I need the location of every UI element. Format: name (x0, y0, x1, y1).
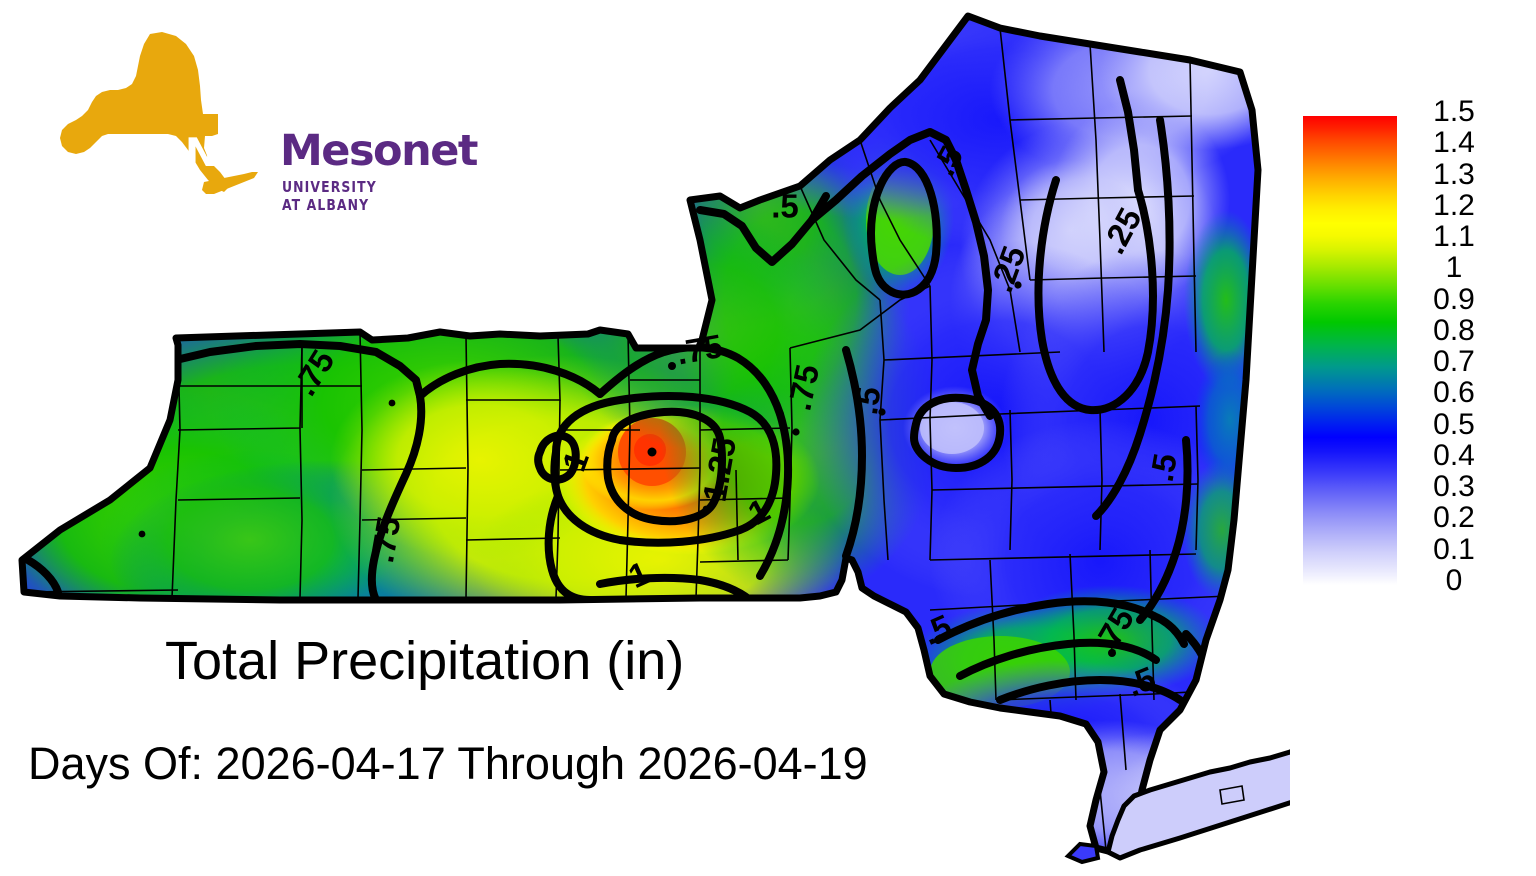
precipitation-map: .5.5.25.25.75.75.75.5 1 1.25.5 1.75 1.5.75.5 (18, 12, 1290, 865)
colorbar-tick-0-7: 0.7 (1433, 345, 1475, 379)
logo-mesonet-text: Mesonet (280, 126, 478, 176)
colorbar-tick-1-1: 1.1 (1433, 220, 1475, 254)
station-markers (138, 281, 1116, 657)
colorbar-tick-0-5: 0.5 (1433, 407, 1475, 441)
colorbar-tick-0-1: 0.1 (1433, 532, 1475, 566)
contour-label-10: .5 (1143, 451, 1184, 485)
contour-label-12: .75 (363, 514, 407, 566)
logo-subtitle-text: UNIVERSITY AT ALBANY (282, 178, 377, 214)
colorbar-tick-0-2: 0.2 (1433, 501, 1475, 535)
colorbar-tick-1-4: 1.4 (1433, 126, 1475, 160)
state-outline (18, 12, 1262, 856)
date-range-subtitle: Days Of: 2026-04-17 Through 2026-04-19 (28, 738, 868, 789)
colorbar-tick-0-8: 0.8 (1433, 313, 1475, 347)
colorbar-tick-0-3: 0.3 (1433, 470, 1475, 504)
colorbar-tick-0-6: 0.6 (1433, 376, 1475, 410)
contour-label-5: .75 (674, 327, 726, 371)
colorbar: 1.5 1.4 1.3 1.2 1.1 1 0.9 0.8 0.7 0.6 0.5 0.4 0.3 0.2… (1303, 97, 1493, 596)
colorbar-tick-0: 0 (1445, 564, 1463, 597)
colorbar-tick-labels: 1.5 1.4 1.3 1.2 1.1 1 0.9 0.8 0.7 0.6 0.5 0.4 0.3 0.2… (1415, 97, 1493, 604)
contour-label-0: .5 (771, 188, 799, 225)
nys-mesonet-logo: NYS Mesonet UNIVERSITY AT ALBANY (58, 30, 478, 214)
colorbar-tick-0-9: 0.9 (1433, 282, 1475, 316)
colorbar-gradient (1303, 116, 1397, 585)
logo-nys-text: NYS (185, 131, 272, 176)
colorbar-tick-0-4: 0.4 (1433, 438, 1475, 472)
colorbar-tick-1-2: 1.2 (1433, 188, 1475, 222)
long-island (1064, 749, 1290, 865)
page-title: Total Precipitation (in) (165, 631, 685, 691)
contour-lines (24, 76, 1214, 704)
map-svg: .5.5.25.25.75.75.75.51 1.25.51.751.5.75.5 (18, 12, 1290, 865)
logo-state-shape-icon (60, 32, 258, 194)
colorbar-tick-1-5: 1.5 (1433, 95, 1475, 128)
colorbar-tick-1-3: 1.3 (1433, 157, 1475, 191)
colorbar-tick-1: 1 (1445, 251, 1463, 285)
contour-label-7: .5 (847, 384, 887, 416)
